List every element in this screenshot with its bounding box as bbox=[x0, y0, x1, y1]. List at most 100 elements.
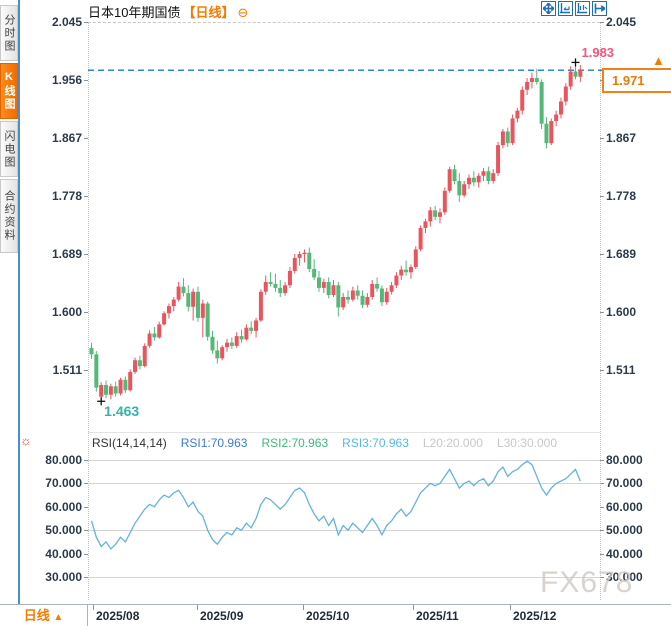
chevron-up-icon: ▲ bbox=[53, 612, 64, 623]
axis-tick bbox=[600, 483, 604, 485]
period-label: 日线 bbox=[23, 608, 50, 623]
axis-tick bbox=[600, 460, 604, 461]
rsi-tick-label: 80.000 bbox=[606, 453, 643, 467]
price-tick-label: 1.778 bbox=[606, 188, 637, 203]
price-tick-label: 1.511 bbox=[52, 362, 82, 377]
axis-tick bbox=[84, 79, 88, 81]
axis-tick bbox=[600, 530, 604, 532]
sidebar: 分时图 K线图 闪电图 合约资料 bbox=[0, 0, 20, 626]
x-axis-month-label: 2025/11 bbox=[416, 609, 459, 623]
panel-separator bbox=[88, 432, 600, 433]
axis-tick bbox=[600, 577, 604, 578]
x-axis-tick bbox=[303, 605, 304, 610]
axis-tick bbox=[600, 369, 604, 371]
plot-right-border bbox=[600, 22, 601, 600]
rsi-header: RSI(14,14,14) RSI1:70.963 RSI2:70.963 RSI3:… bbox=[92, 436, 571, 450]
bottom-bar: 日线 ▲ 2025/08 2025/09 2025/10 2025/11 2025/12 bbox=[0, 604, 671, 626]
rsi-tick-label: 60.000 bbox=[45, 499, 82, 514]
rsi-tick-label: 50.000 bbox=[606, 523, 643, 538]
rsi-tick-label: 50.000 bbox=[45, 523, 82, 538]
x-axis-month-label: 2025/12 bbox=[513, 609, 557, 623]
x-axis-tick bbox=[413, 605, 414, 610]
rsi-tick-label: 70.000 bbox=[45, 476, 82, 491]
expand-chart-icon[interactable] bbox=[575, 1, 590, 16]
sidebar-item-label: K线图 bbox=[3, 71, 15, 111]
session-high-label: 1.983 bbox=[581, 45, 615, 61]
rsi-gridline bbox=[88, 460, 600, 461]
sidebar-item-kline-chart[interactable]: K线图 bbox=[0, 63, 18, 119]
rsi1-value: RSI1:70.963 bbox=[180, 436, 248, 450]
rsi-tick-label: 30.000 bbox=[45, 570, 82, 584]
price-up-marker-icon: ▲ bbox=[652, 53, 665, 68]
axis-tick bbox=[600, 253, 604, 255]
price-tick-label: 1.956 bbox=[51, 72, 82, 87]
axis-tick bbox=[600, 22, 604, 23]
price-tick-label: 2.045 bbox=[606, 15, 637, 29]
axis-tick bbox=[84, 530, 88, 532]
price-tick-label: 2.045 bbox=[51, 15, 82, 29]
rsi-gridline bbox=[88, 483, 600, 485]
axis-tick bbox=[84, 483, 88, 485]
price-tick-label: 1.689 bbox=[606, 246, 637, 261]
axis-tick bbox=[600, 506, 604, 508]
x-axis-month-label: 2025/09 bbox=[200, 609, 244, 623]
rsi-gridline bbox=[88, 530, 600, 532]
x-axis-month-label: 2025/08 bbox=[96, 609, 140, 623]
rsi-tick-label: 40.000 bbox=[606, 546, 643, 561]
collapse-icon[interactable]: ⊖ bbox=[237, 5, 249, 20]
l30-value: L30:30.000 bbox=[496, 436, 557, 450]
title-bar: 日本10年期国债 【日线】 ⊖ bbox=[88, 2, 248, 20]
sidebar-item-lightning-chart[interactable]: 闪电图 bbox=[0, 121, 18, 177]
axis-tick bbox=[84, 553, 88, 555]
rsi3-value: RSI3:70.963 bbox=[342, 436, 409, 450]
price-tick-label: 1.600 bbox=[51, 304, 82, 319]
rsi2-value: RSI2:70.963 bbox=[261, 436, 329, 450]
x-axis-month-label: 2025/10 bbox=[306, 609, 350, 623]
sidebar-divider bbox=[18, 0, 20, 604]
axis-tick bbox=[84, 253, 88, 255]
price-tick-label: 1.867 bbox=[606, 130, 637, 145]
l20-value: L20:20.000 bbox=[422, 436, 483, 450]
price-tick-label: 1.867 bbox=[51, 130, 82, 145]
rsi-gridline bbox=[88, 577, 600, 578]
chart-toolbar bbox=[541, 1, 607, 16]
axis-tick bbox=[600, 195, 604, 197]
rsi-tick-label: 40.000 bbox=[45, 546, 82, 561]
sidebar-item-contract-info[interactable]: 合约资料 bbox=[0, 179, 18, 253]
price-tick-label: 1.511 bbox=[606, 362, 636, 377]
crosshair-icon[interactable] bbox=[541, 1, 556, 16]
plot-left-border bbox=[88, 22, 89, 600]
x-axis-tick bbox=[510, 605, 511, 610]
price-tick-label: 1.600 bbox=[606, 304, 637, 319]
x-axis-tick bbox=[197, 605, 198, 610]
top-gridline bbox=[88, 22, 600, 23]
price-tick-label: 1.778 bbox=[51, 188, 82, 203]
sidebar-item-label: 闪电图 bbox=[3, 129, 15, 169]
watermark: FX678 bbox=[540, 566, 634, 599]
axis-tick bbox=[84, 311, 88, 313]
rsi-tick-label: 60.000 bbox=[606, 499, 643, 514]
sidebar-item-label: 合约资料 bbox=[3, 190, 15, 242]
compress-chart-icon[interactable] bbox=[558, 1, 573, 16]
rsi-tick-label: 30.000 bbox=[606, 570, 643, 584]
rsi-tick-label: 70.000 bbox=[606, 476, 643, 491]
axis-tick bbox=[84, 137, 88, 139]
axis-tick bbox=[84, 195, 88, 197]
session-low-label: 1.463 bbox=[104, 403, 140, 420]
axis-tick bbox=[84, 22, 88, 23]
last-price-box: 1.971 bbox=[602, 68, 671, 93]
axis-tick bbox=[600, 137, 604, 139]
jump-to-latest-icon[interactable] bbox=[592, 1, 607, 16]
sidebar-item-time-chart[interactable]: 分时图 bbox=[0, 5, 18, 61]
period-tag: 【日线】 bbox=[182, 5, 235, 20]
axis-tick bbox=[84, 460, 88, 461]
x-axis-tick bbox=[93, 605, 94, 610]
axis-tick bbox=[600, 553, 604, 555]
instrument-title: 日本10年期国债 bbox=[88, 5, 181, 20]
indicator-settings-icon[interactable]: ☼ bbox=[20, 433, 32, 448]
sidebar-item-label: 分时图 bbox=[3, 13, 15, 53]
axis-tick bbox=[84, 369, 88, 371]
period-selector-button[interactable]: 日线 ▲ bbox=[0, 605, 88, 626]
